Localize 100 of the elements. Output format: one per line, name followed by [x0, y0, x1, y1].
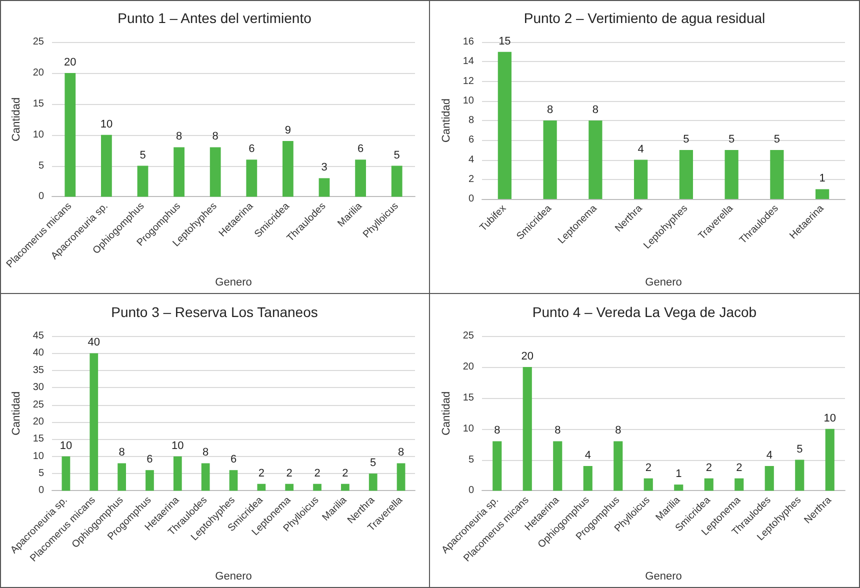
data-label: 8 [494, 424, 500, 437]
data-label: 6 [146, 454, 153, 466]
y-tick-label: 0 [468, 485, 474, 496]
y-tick-label: 4 [468, 154, 474, 166]
y-tick-label: 30 [32, 382, 44, 394]
bar [770, 150, 784, 199]
bar [583, 466, 592, 491]
bar [341, 484, 350, 491]
bar [282, 141, 294, 197]
y-axis-title: Cantidad [440, 391, 452, 436]
bar [201, 463, 210, 491]
x-axis-title: Genero [215, 276, 252, 288]
bar [90, 353, 98, 491]
data-label: 4 [638, 143, 644, 156]
data-label: 3 [321, 162, 328, 174]
data-label: 6 [230, 454, 237, 466]
y-tick-label: 25 [32, 36, 44, 48]
bar [724, 150, 738, 199]
y-tick-label: 10 [462, 423, 474, 434]
data-label: 8 [398, 446, 404, 459]
x-axis-title: Genero [645, 570, 682, 582]
bar [118, 463, 126, 491]
bar [137, 166, 148, 197]
bar [614, 441, 623, 491]
data-label: 8 [176, 130, 182, 143]
bar [396, 463, 406, 491]
data-label: 10 [100, 118, 113, 130]
data-label: 20 [521, 350, 534, 362]
y-axis-title: Cantidad [10, 97, 22, 142]
data-label: 8 [592, 104, 598, 116]
y-tick-label: 25 [32, 399, 44, 410]
y-tick-label: 25 [462, 330, 474, 342]
y-tick-label: 14 [462, 56, 474, 68]
bar [173, 456, 182, 491]
data-label: 5 [140, 149, 146, 162]
bar [825, 428, 834, 491]
data-label: 2 [342, 467, 348, 480]
data-label: 2 [286, 467, 292, 480]
bar [679, 150, 693, 199]
y-tick-label: 5 [38, 468, 44, 480]
data-label: 15 [498, 35, 511, 48]
x-axis-title: Genero [215, 570, 252, 582]
data-label: 5 [370, 457, 376, 470]
y-tick-label: 0 [38, 191, 44, 202]
y-tick-label: 10 [462, 95, 474, 106]
y-tick-label: 12 [462, 76, 474, 87]
bar [588, 120, 602, 199]
bar [210, 147, 221, 197]
data-label: 5 [394, 149, 400, 162]
bar [229, 470, 238, 491]
chart-title: Punto 4 – Vereda La Vega de Jacob [532, 304, 757, 320]
data-label: 8 [554, 424, 561, 437]
data-label: 5 [796, 443, 803, 456]
y-tick-label: 8 [468, 115, 474, 126]
data-label: 8 [202, 446, 209, 459]
bar [62, 456, 70, 491]
data-label: 4 [584, 449, 591, 462]
data-label: 2 [314, 467, 320, 480]
bar [764, 466, 774, 491]
chart-title: Punto 3 – Reserva Los Tananeos [111, 304, 318, 320]
y-tick-label: 5 [38, 160, 44, 172]
data-label: 1 [676, 468, 682, 480]
data-label: 8 [615, 424, 622, 437]
y-tick-label: 0 [38, 485, 44, 496]
data-label: 10 [60, 440, 72, 452]
bar [734, 478, 744, 491]
bar [816, 189, 830, 199]
data-label: 8 [547, 104, 554, 116]
bar [285, 484, 294, 491]
data-label: 40 [88, 336, 100, 349]
data-label: 10 [172, 440, 184, 452]
y-tick-label: 5 [468, 454, 474, 466]
bar [644, 478, 653, 491]
bar [146, 470, 154, 491]
bar [795, 460, 804, 491]
bar [391, 166, 402, 197]
y-tick-label: 15 [32, 434, 44, 445]
data-label: 6 [248, 143, 255, 156]
bar [64, 72, 76, 197]
bar [498, 52, 512, 199]
bar [368, 474, 378, 491]
y-axis-title: Cantidad [10, 391, 22, 436]
y-tick-label: 20 [462, 361, 474, 372]
y-tick-label: 35 [32, 364, 44, 376]
data-label: 10 [824, 412, 836, 424]
chart-title: Punto 2 – Vertimiento de agua residual [524, 10, 766, 26]
bar [318, 178, 330, 197]
bar [704, 478, 714, 491]
data-label: 2 [645, 462, 652, 474]
bar [522, 366, 532, 491]
bar [355, 160, 366, 197]
y-tick-label: 2 [468, 174, 474, 185]
y-tick-label: 20 [32, 67, 44, 78]
y-tick-label: 20 [32, 416, 44, 428]
bar [492, 441, 502, 491]
data-label: 5 [728, 133, 735, 146]
bar [553, 441, 562, 491]
y-tick-label: 10 [32, 450, 44, 462]
bar [174, 147, 184, 197]
data-label: 2 [706, 462, 712, 474]
